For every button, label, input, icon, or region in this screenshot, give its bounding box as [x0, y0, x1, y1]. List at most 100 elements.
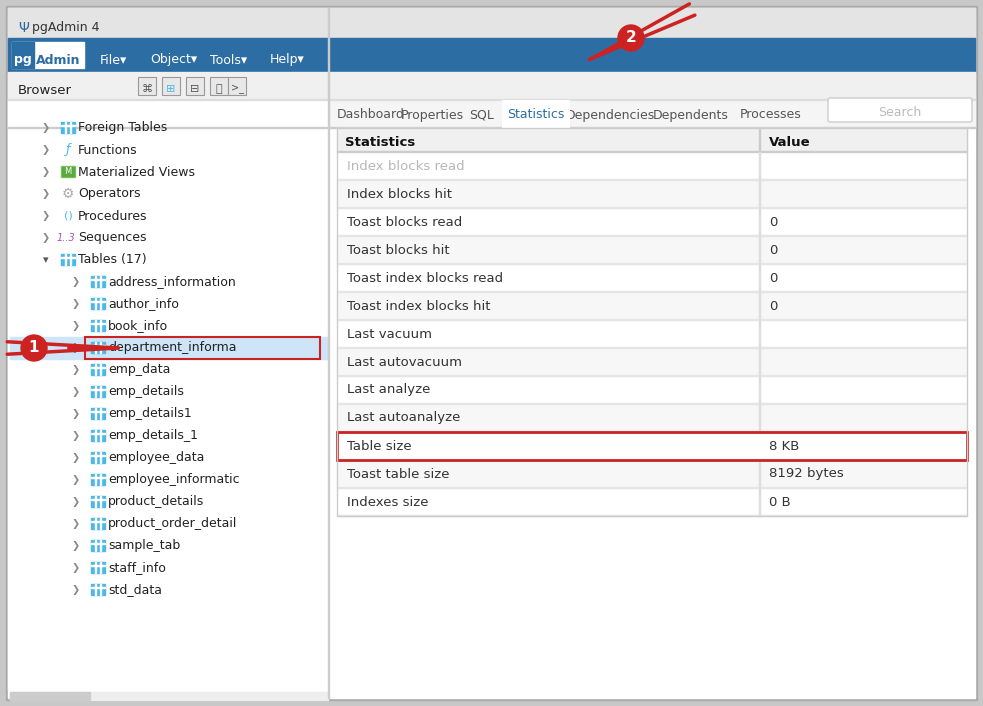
Text: Toast table size: Toast table size [347, 467, 449, 481]
Text: ❯: ❯ [72, 585, 80, 595]
Bar [8, 8, 975, 38]
Bar [65, 122, 66, 133]
Text: Properties: Properties [401, 109, 464, 121]
Bar [91, 388, 105, 390]
Bar [95, 518, 96, 529]
Text: ❯: ❯ [72, 519, 80, 529]
Bar [759, 432, 760, 460]
Bar [337, 208, 967, 236]
Bar [91, 474, 105, 485]
Bar [62, 167, 74, 176]
Text: Toast blocks hit: Toast blocks hit [347, 244, 449, 256]
Text: Statistics: Statistics [507, 109, 564, 121]
Text: 8 KB: 8 KB [769, 440, 799, 453]
Text: Last vacuum: Last vacuum [347, 328, 432, 340]
Bar [100, 430, 101, 441]
Bar [91, 498, 105, 500]
Bar [100, 386, 101, 397]
Text: 0: 0 [769, 272, 778, 285]
Bar [95, 276, 96, 287]
Bar [95, 496, 96, 507]
Bar [91, 320, 105, 331]
Bar [759, 348, 760, 376]
Bar [186, 77, 204, 95]
Bar [337, 404, 967, 432]
Bar [759, 208, 760, 236]
Bar [759, 488, 760, 516]
Text: Dependencies: Dependencies [565, 109, 655, 121]
FancyBboxPatch shape [337, 432, 967, 460]
Bar [91, 452, 105, 463]
Text: product_details: product_details [108, 496, 204, 508]
Text: File▾: File▾ [100, 54, 127, 66]
Bar [91, 477, 105, 478]
Bar [8, 127, 975, 128]
Bar [337, 376, 967, 404]
Bar [337, 263, 967, 264]
Bar [162, 77, 180, 95]
Bar [759, 264, 760, 292]
Bar [8, 100, 328, 690]
Bar [759, 236, 760, 264]
Bar [91, 455, 105, 456]
Bar [8, 38, 975, 72]
Text: ❯: ❯ [72, 365, 80, 375]
Bar [337, 431, 967, 432]
Bar [91, 540, 105, 551]
Bar [228, 77, 246, 95]
Bar [337, 179, 967, 180]
Text: ❯: ❯ [72, 277, 80, 287]
Bar [91, 518, 105, 529]
Bar [95, 474, 96, 485]
Bar [100, 584, 101, 595]
Bar [91, 298, 105, 309]
Bar [337, 487, 967, 488]
Bar [91, 496, 105, 507]
Text: ❯: ❯ [72, 299, 80, 309]
Bar [100, 540, 101, 551]
Bar [100, 364, 101, 375]
Bar [91, 301, 105, 302]
Bar [186, 77, 204, 95]
Bar [100, 562, 101, 573]
Text: ⚙: ⚙ [62, 187, 75, 201]
Text: product_order_detail: product_order_detail [108, 517, 237, 530]
Text: Sequences: Sequences [78, 232, 146, 244]
Bar [95, 562, 96, 573]
Bar [337, 488, 967, 516]
Text: ❯: ❯ [42, 167, 50, 177]
Bar [91, 408, 105, 419]
Bar [337, 320, 967, 348]
Text: 1..3: 1..3 [57, 233, 76, 243]
Text: Admin: Admin [36, 54, 81, 66]
Bar [70, 254, 71, 265]
Bar [91, 386, 105, 397]
Bar [91, 584, 105, 595]
Bar [61, 254, 75, 265]
Bar [91, 364, 105, 375]
Text: ❯: ❯ [72, 387, 80, 397]
Text: ▾: ▾ [43, 255, 49, 265]
Bar [759, 180, 760, 208]
Text: Index blocks hit: Index blocks hit [347, 188, 452, 201]
Text: 0: 0 [769, 215, 778, 229]
Bar [95, 452, 96, 463]
Bar [337, 264, 967, 292]
Text: Indexes size: Indexes size [347, 496, 429, 508]
Text: sample_tab: sample_tab [108, 539, 180, 553]
Bar [70, 122, 71, 133]
Text: Last autoanalyze: Last autoanalyze [347, 412, 460, 424]
Circle shape [21, 335, 47, 361]
Bar [337, 347, 967, 348]
Text: (): () [64, 211, 73, 221]
Bar [337, 515, 967, 516]
Text: ⊟: ⊟ [191, 84, 200, 94]
Text: ❯: ❯ [72, 343, 80, 353]
Bar [91, 565, 105, 566]
Bar [10, 692, 90, 700]
Text: SQL: SQL [470, 109, 494, 121]
Bar [100, 276, 101, 287]
Text: emp_details_1: emp_details_1 [108, 429, 198, 443]
Bar [100, 342, 101, 353]
Text: ❯: ❯ [42, 145, 50, 155]
